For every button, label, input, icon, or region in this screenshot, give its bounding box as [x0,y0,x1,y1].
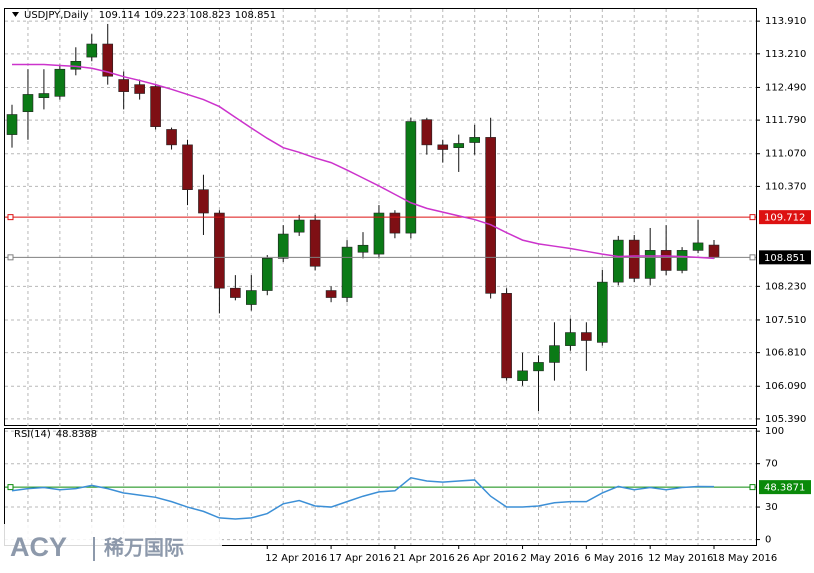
candle-body [214,212,225,289]
price-frame [4,8,757,426]
candle-body [6,114,18,135]
candle-body [341,246,353,298]
candle-body [485,137,496,294]
candle-body [118,79,129,92]
candle-body [309,219,321,267]
candle-body [357,244,369,253]
candle-body [389,212,401,234]
candle-body [246,290,257,305]
candle-body [102,43,114,77]
level-handle [749,254,756,261]
level-handle [7,484,14,491]
candle-body [405,121,417,234]
watermark-bg [0,524,222,573]
y-tick-label: 113.210 [765,49,806,60]
y-tick-label: 107.510 [765,315,806,326]
candle-body [533,362,544,372]
y-tick-label: 111.790 [765,115,806,126]
y-tick-label: 100 [765,426,784,437]
candle-body [198,189,209,214]
level-handle [7,214,14,221]
x-tick-label: 2 May 2016 [521,553,580,564]
candle-body [692,242,704,251]
level-handle [7,254,14,261]
rsi-title: RSI(14) [14,429,51,440]
x-tick-label: 6 May 2016 [584,553,643,564]
candle-body [469,137,480,143]
candle-body [565,332,576,346]
candle-body [581,332,592,341]
level-label-bg [759,480,811,495]
menu-arrow [12,12,19,17]
rsi-line [11,476,715,520]
level-label: 48.3871 [764,483,805,494]
candle-body [660,250,672,271]
candle-body [38,93,50,99]
candle-body [644,250,656,279]
rsi-frame [4,428,757,546]
candle-body [86,43,98,58]
x-tick-label: 26 Apr 2016 [457,553,519,564]
level-label: 108.851 [764,253,805,264]
level-handle [749,484,756,491]
candle-body [261,258,273,291]
candle-body [54,68,66,97]
x-tick-label: 17 Apr 2016 [329,553,391,564]
x-tick-label: 12 Apr 2016 [265,553,327,564]
candle-body [628,239,640,279]
candle-body [549,345,560,363]
candle-body [277,233,289,259]
y-tick-label: 108.230 [765,281,806,292]
candle-body [182,144,193,190]
y-tick-label: 70 [765,459,778,470]
watermark-name: 稀万国际 [104,536,184,560]
x-tick-label: 18 May 2016 [712,553,777,564]
y-tick-label: 112.490 [765,82,806,93]
x-tick-label: 21 Apr 2016 [393,553,455,564]
watermark-brand: ACY [10,532,67,562]
rsi-value: 48.8388 [56,429,97,440]
candle-body [708,244,720,258]
candle-body [293,219,305,233]
moving-average [12,63,715,260]
candle-body [22,94,34,113]
candle-body [421,119,433,146]
candle-body [134,84,145,94]
candle-body [437,144,449,150]
header-value: 109.114 [99,10,140,21]
level-label: 109.712 [764,213,805,224]
chart-title: USDJPY,Daily [24,10,89,21]
y-tick-label: 30 [765,502,778,513]
candle-body [517,370,528,381]
level-label-bg [759,250,811,265]
candle-body [150,86,161,127]
candle-body [612,239,624,283]
y-tick-label: 106.810 [765,348,806,359]
candle-body [453,143,465,148]
level-label-bg [759,210,811,225]
y-tick-label: 105.390 [765,414,806,425]
header-value: 108.823 [189,10,230,21]
header-value: 108.851 [235,10,276,21]
candle-body [597,281,608,343]
header-value: 109.223 [144,10,185,21]
candle-body [501,293,512,379]
x-tick-label: 12 May 2016 [648,553,713,564]
y-tick-label: 106.090 [765,381,806,392]
y-tick-label: 0 [765,535,771,546]
candle-body [325,290,337,298]
candle-body [373,212,385,255]
candle-body [166,129,177,146]
candle-body [230,287,241,298]
grid [5,9,756,545]
level-handle [749,214,756,221]
y-tick-label: 113.910 [765,16,806,27]
candle-body [70,60,82,70]
y-tick-label: 110.370 [765,181,806,192]
y-tick-label: 111.070 [765,149,806,160]
candle-body [676,250,688,271]
